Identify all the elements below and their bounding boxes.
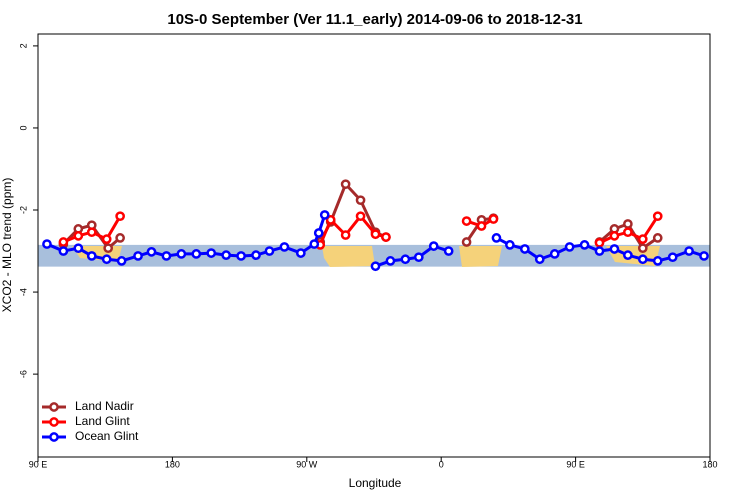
point bbox=[73, 243, 84, 254]
point bbox=[116, 256, 127, 266]
point bbox=[385, 256, 396, 266]
point bbox=[461, 216, 472, 226]
point bbox=[146, 247, 157, 257]
point bbox=[58, 246, 69, 256]
point bbox=[413, 252, 424, 263]
point bbox=[42, 239, 52, 249]
x-tick-label: 180 bbox=[702, 459, 717, 469]
point bbox=[309, 239, 320, 249]
point bbox=[443, 246, 454, 256]
point bbox=[176, 249, 187, 259]
land bbox=[322, 246, 375, 267]
y-tick-label: -6 bbox=[18, 370, 28, 378]
point bbox=[549, 249, 560, 259]
point bbox=[699, 251, 709, 261]
point bbox=[340, 230, 351, 240]
point bbox=[206, 248, 217, 258]
legend-marker bbox=[49, 432, 59, 442]
point bbox=[236, 251, 246, 261]
point bbox=[609, 244, 620, 254]
point bbox=[295, 248, 306, 258]
chart-title: 10S-0 September (Ver 11.1_early) 2014-09… bbox=[167, 11, 582, 28]
x-tick-label: 90 E bbox=[566, 459, 585, 469]
point bbox=[279, 242, 290, 252]
point bbox=[313, 228, 324, 238]
point bbox=[505, 240, 515, 250]
point bbox=[652, 233, 663, 243]
point bbox=[652, 211, 663, 222]
point bbox=[86, 227, 97, 238]
point bbox=[594, 237, 605, 248]
legend-marker bbox=[49, 402, 59, 412]
point bbox=[623, 219, 633, 229]
point bbox=[58, 237, 69, 247]
point bbox=[491, 233, 502, 243]
y-tick-label: 2 bbox=[18, 43, 28, 48]
x-axis-label: Longitude bbox=[349, 476, 402, 490]
point bbox=[73, 231, 84, 241]
point bbox=[461, 237, 472, 247]
point bbox=[564, 242, 575, 252]
point bbox=[684, 246, 694, 256]
legend-label: Ocean Glint bbox=[75, 429, 139, 443]
point bbox=[355, 211, 366, 222]
point bbox=[251, 250, 261, 260]
legend-label: Land Glint bbox=[75, 414, 130, 428]
point bbox=[319, 210, 330, 220]
point bbox=[355, 195, 366, 206]
point bbox=[594, 246, 605, 256]
point bbox=[103, 243, 114, 254]
point bbox=[221, 250, 232, 260]
point bbox=[534, 254, 545, 265]
point bbox=[325, 215, 336, 225]
point bbox=[340, 179, 351, 190]
point bbox=[161, 251, 172, 261]
point bbox=[370, 261, 381, 272]
point bbox=[609, 231, 620, 241]
x-tick-label: 90 W bbox=[296, 459, 318, 469]
point bbox=[652, 256, 663, 266]
point bbox=[667, 252, 678, 263]
point bbox=[101, 234, 112, 244]
x-tick-label: 180 bbox=[165, 459, 180, 469]
y-axis-label: XCO2 - MLO trend (ppm) bbox=[0, 178, 14, 313]
y-tick-label: -2 bbox=[18, 206, 28, 214]
point bbox=[637, 234, 648, 244]
point bbox=[115, 211, 125, 222]
y-tick-label: -4 bbox=[18, 288, 28, 296]
point bbox=[101, 254, 112, 265]
point bbox=[637, 243, 648, 254]
x-tick-label: 0 bbox=[439, 459, 444, 469]
point bbox=[488, 214, 499, 224]
legend-marker bbox=[49, 417, 59, 427]
point bbox=[428, 241, 439, 251]
land bbox=[459, 246, 502, 267]
point bbox=[623, 227, 633, 238]
point bbox=[191, 249, 202, 259]
point bbox=[519, 244, 530, 254]
point bbox=[579, 240, 590, 250]
x-tick-label: 90 E bbox=[29, 459, 48, 469]
y-tick-label: 0 bbox=[18, 125, 28, 130]
legend-label: Land Nadir bbox=[75, 399, 134, 413]
point bbox=[264, 246, 275, 256]
point bbox=[86, 251, 97, 261]
point bbox=[381, 232, 391, 242]
point bbox=[400, 254, 411, 265]
plot-frame bbox=[37, 33, 711, 458]
point bbox=[476, 221, 487, 231]
point bbox=[115, 233, 125, 243]
point bbox=[623, 250, 633, 260]
point bbox=[637, 254, 648, 265]
point bbox=[133, 251, 143, 261]
point bbox=[370, 229, 381, 240]
